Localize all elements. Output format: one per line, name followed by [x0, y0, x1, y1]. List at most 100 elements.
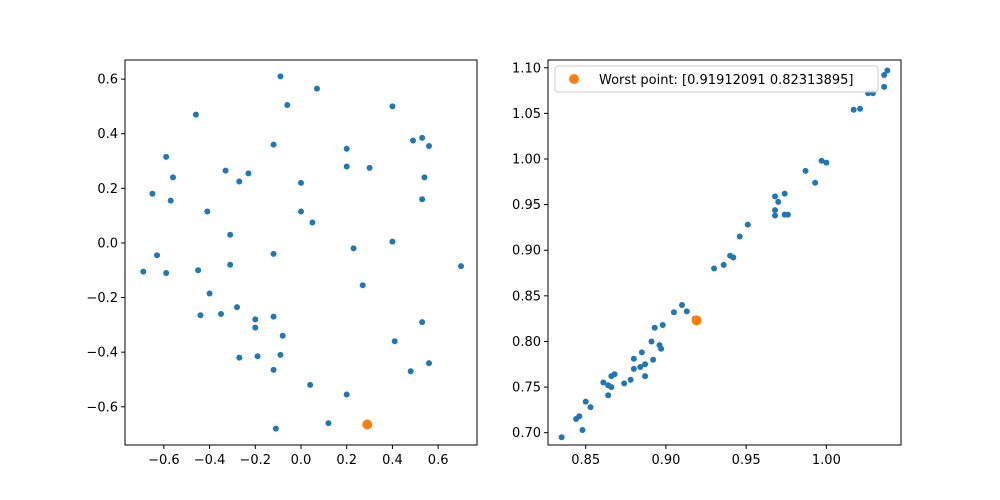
- left-data-point: [419, 196, 426, 203]
- right-data-point: [775, 198, 782, 205]
- left-y-tick-label: −0.6: [86, 400, 118, 415]
- right-data-point: [611, 371, 618, 378]
- legend: Worst point: [0.91912091 0.82313895]: [554, 65, 879, 93]
- right-data-point: [658, 345, 665, 352]
- right-x-tick-label: 0.85: [571, 453, 600, 468]
- right-y-tick-label: 0.85: [512, 289, 541, 304]
- right-data-point: [650, 356, 657, 363]
- left-data-point: [426, 143, 432, 150]
- left-data-point: [359, 282, 366, 289]
- left-data-point: [270, 141, 277, 148]
- right-data-point: [818, 157, 825, 164]
- left-y-tick-label: 0.0: [97, 236, 118, 251]
- left-data-point: [343, 145, 350, 152]
- left-data-point: [197, 312, 204, 319]
- left-data-point: [298, 179, 304, 186]
- left-x-tick-label: 0.2: [336, 453, 357, 468]
- right-worst-point-marker: [691, 315, 702, 326]
- left-data-point: [277, 73, 284, 80]
- right-data-point: [772, 193, 779, 200]
- left-data-point: [218, 310, 224, 317]
- right-y-ticks: 0.70 0.75 0.80 0.85 0.90 0.95 1.00 1.05 1.10: [512, 61, 548, 441]
- left-data-point: [195, 267, 202, 274]
- right-x-tick-label: 0.95: [732, 453, 761, 468]
- left-data-point: [307, 381, 314, 388]
- right-data-point: [558, 434, 565, 441]
- right-data-point: [582, 398, 589, 405]
- left-data-point: [270, 313, 277, 320]
- right-y-tick-label: 0.90: [512, 244, 541, 259]
- right-data-point: [781, 190, 788, 197]
- left-data-point: [343, 163, 350, 170]
- right-axes-frame: [547, 59, 902, 446]
- right-data-point: [608, 384, 615, 391]
- left-x-tick-label: −0.6: [148, 453, 180, 468]
- left-data-point: [314, 85, 320, 92]
- left-data-point: [343, 391, 350, 398]
- right-y-tick-label: 1.00: [512, 152, 541, 167]
- right-y-tick-label: 0.95: [512, 198, 541, 213]
- left-worst-point-marker: [362, 419, 373, 430]
- right-data-point: [576, 413, 583, 420]
- left-data-point: [366, 164, 373, 171]
- left-data-point: [140, 268, 147, 275]
- left-y-tick-label: 0.2: [97, 182, 118, 197]
- left-data-point: [170, 174, 176, 181]
- left-data-point: [279, 332, 286, 339]
- left-x-ticks: −0.6 −0.4 −0.2 0.0 0.2 0.4 0.6: [148, 445, 448, 468]
- left-data-point: [245, 170, 252, 177]
- legend-marker-worst-point: [569, 74, 579, 84]
- right-data-point: [600, 379, 607, 386]
- right-y-tick-label: 0.70: [512, 426, 541, 441]
- right-data-point: [850, 106, 857, 113]
- right-x-ticks: 0.85 0.90 0.95 1.00: [571, 445, 841, 468]
- right-data-point: [784, 211, 791, 218]
- right-data-point: [730, 254, 737, 261]
- left-data-point: [227, 231, 234, 238]
- left-data-point: [149, 190, 156, 197]
- left-data-point: [270, 366, 277, 373]
- right-x-tick-label: 1.00: [812, 453, 841, 468]
- left-data-point: [236, 354, 243, 361]
- right-data-point: [630, 355, 637, 362]
- right-x-tick-label: 0.90: [651, 453, 680, 468]
- right-data-point: [711, 265, 718, 272]
- left-data-point: [419, 134, 426, 141]
- left-data-point: [236, 178, 243, 185]
- right-data-point: [642, 361, 649, 368]
- left-data-point: [206, 290, 213, 297]
- left-data-point: [421, 174, 428, 181]
- right-data-point: [772, 207, 779, 214]
- left-data-point: [391, 338, 398, 345]
- left-y-tick-label: −0.2: [86, 291, 118, 306]
- left-data-point: [389, 238, 396, 245]
- left-data-point: [204, 208, 211, 215]
- left-scatter-points: [140, 73, 464, 432]
- right-data-point: [772, 212, 779, 219]
- legend-label-worst-point: Worst point: [0.91912091 0.82313895]: [599, 73, 853, 88]
- right-data-point: [720, 261, 727, 268]
- right-data-point: [637, 364, 644, 370]
- right-y-tick-label: 1.10: [512, 61, 541, 76]
- right-data-point: [648, 338, 655, 345]
- left-x-tick-label: −0.2: [239, 453, 271, 468]
- left-data-point: [389, 103, 396, 110]
- left-data-point: [192, 111, 199, 118]
- right-data-point: [659, 322, 666, 329]
- right-data-point: [642, 373, 649, 380]
- right-axes: 0.85 0.90 0.95 1.00 0.70 0.75 0.80 0.85 0.90 0.9…: [512, 59, 902, 468]
- right-data-point: [884, 67, 891, 74]
- left-data-point: [410, 137, 416, 144]
- left-data-point: [254, 353, 261, 360]
- right-data-point: [823, 159, 830, 166]
- left-data-point: [222, 167, 229, 174]
- right-data-point: [651, 324, 658, 331]
- left-axes: −0.6 −0.4 −0.2 0.0 0.2 0.4 0.6 −0.6 −0.4 −0.2 0.0…: [86, 59, 478, 468]
- left-x-tick-label: 0.0: [291, 453, 312, 468]
- right-y-tick-label: 1.05: [512, 107, 541, 122]
- right-data-point: [630, 365, 637, 372]
- legend-box: [554, 65, 879, 93]
- right-data-point: [857, 105, 864, 112]
- left-data-point: [407, 368, 414, 375]
